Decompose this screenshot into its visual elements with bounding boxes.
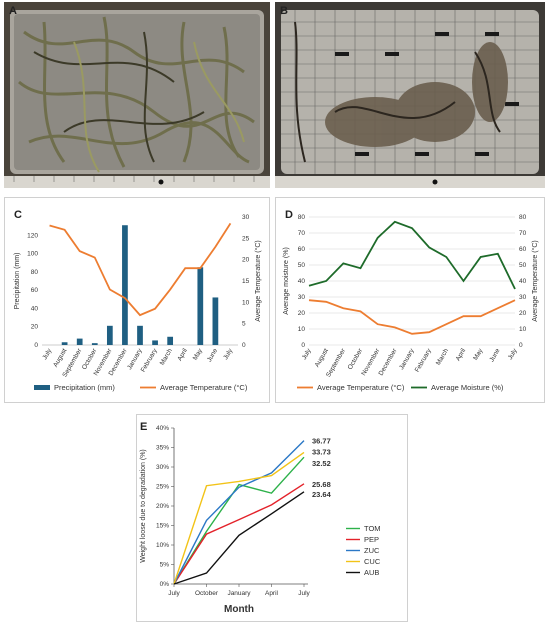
x-tick-label: October	[195, 590, 219, 597]
bar	[212, 297, 219, 345]
y-tick-label: 70	[298, 230, 306, 237]
bar	[137, 325, 143, 345]
chart-c: C 0 20 40 60 80 100 120 0 5 10 15 20 25 30 Precipitatio…	[4, 197, 270, 403]
y2-tick-label: 70	[519, 230, 527, 237]
y2-tick-label: 0	[519, 342, 523, 349]
y2-tick-label: 25	[242, 235, 250, 242]
y-tick-label: 15%	[156, 523, 169, 530]
y-tick-label: 35%	[156, 445, 169, 452]
y-tick-label: 60	[31, 287, 39, 294]
bar	[167, 336, 174, 345]
photo-panel-b: B	[275, 2, 545, 188]
y-tick-label: 20	[298, 310, 306, 317]
end-value-label: 25.68	[312, 480, 331, 489]
legend-label-temperature: Average Temperature (°C)	[160, 383, 248, 392]
y-tick-label: 40%	[156, 425, 169, 432]
bar	[197, 267, 204, 345]
y-axis-label: Average moisture (%)	[283, 247, 290, 315]
y-axis-label: Precipitation (mm)	[14, 253, 21, 310]
photo-panel-a: A	[4, 2, 270, 188]
y-tick-label: 10	[298, 326, 306, 333]
y-tick-label: 30%	[156, 464, 169, 471]
legend-swatch-precipitation	[34, 385, 50, 390]
photo-b-illustration: B	[275, 2, 545, 188]
x-tick-label: July	[168, 590, 180, 597]
y-tick-label: 80	[298, 214, 306, 221]
y2-tick-label: 5	[242, 321, 246, 328]
series-line-zuc	[173, 440, 305, 585]
legend-label-aub: AUB	[364, 568, 379, 577]
y-tick-label: 20	[31, 324, 39, 331]
y2-tick-label: 30	[519, 294, 527, 301]
x-tick-label: April	[265, 590, 279, 597]
bar	[91, 343, 98, 345]
bar	[76, 338, 83, 345]
series-line-average-temperature	[49, 222, 232, 317]
end-value-label: 36.77	[312, 437, 331, 446]
x-tick-label: January	[227, 590, 251, 597]
y2-axis-label: Average Temperature (°C)	[531, 240, 539, 322]
y-tick-label: 80	[31, 269, 39, 276]
y-tick-label: 25%	[156, 484, 169, 491]
y-tick-label: 120	[27, 232, 38, 239]
chart-e: E 0% 5% 10% 15% 20% 25% 30% 35% 40% July October Jan…	[136, 414, 408, 622]
y-tick-label: 20%	[156, 503, 169, 510]
legend-label-precipitation: Precipitation (mm)	[54, 383, 115, 392]
bar	[106, 325, 113, 345]
end-value-label: 33.73	[312, 447, 331, 456]
y-tick-label: 30	[298, 294, 306, 301]
bar	[152, 340, 158, 345]
series-line-cuc	[173, 451, 305, 585]
y-axis-label: Weight loose due to degradation (%)	[140, 449, 147, 563]
y2-tick-label: 80	[519, 214, 527, 221]
series-line-pep	[173, 483, 305, 585]
series-line-average-moisture	[308, 220, 516, 290]
y-tick-label: 10%	[156, 542, 169, 549]
panel-letter-d: D	[285, 209, 293, 221]
y2-tick-label: 50	[519, 262, 527, 269]
y-tick-label: 0	[34, 342, 38, 349]
chart-d: D 0 10 20 30 40 50 60 70 80 0 10 20 30 40 50 60 70 80 Avera…	[275, 197, 545, 403]
y2-tick-label: 20	[242, 257, 250, 264]
y2-tick-label: 30	[242, 214, 250, 221]
end-value-label: 32.52	[312, 459, 331, 468]
bar	[122, 225, 128, 345]
series-line-aub	[173, 491, 305, 585]
panel-letter-e: E	[140, 421, 147, 433]
series-line-tom	[173, 456, 305, 585]
y-tick-label: 40	[298, 278, 306, 285]
panel-letter-b: B	[280, 5, 288, 17]
legend-label-pep: PEP	[364, 535, 379, 544]
x-tick-label: July	[298, 590, 310, 597]
y2-tick-label: 15	[242, 278, 250, 285]
photo-a-illustration: A	[4, 2, 270, 188]
y-tick-label: 50	[298, 262, 306, 269]
x-axis-label: Month	[224, 604, 254, 615]
y2-tick-label: 60	[519, 246, 527, 253]
end-value-label: 23.64	[312, 490, 332, 499]
y-tick-label: 60	[298, 246, 306, 253]
y-tick-label: 40	[31, 305, 39, 312]
y-tick-label: 5%	[160, 562, 170, 569]
y2-tick-label: 10	[519, 326, 527, 333]
legend-label-moisture: Average Moisture (%)	[431, 383, 504, 392]
legend-label-temperature: Average Temperature (°C)	[317, 383, 405, 392]
panel-letter-c: C	[14, 209, 22, 221]
bar	[61, 342, 68, 345]
y2-tick-label: 40	[519, 278, 527, 285]
y-tick-label: 0%	[160, 581, 170, 588]
y2-axis-label: Average Temperature (°C)	[254, 240, 262, 322]
legend-label-tom: TOM	[364, 524, 381, 533]
series-line-average-temperature-c	[308, 299, 516, 335]
panel-letter-a: A	[9, 5, 17, 17]
legend-label-zuc: ZUC	[364, 546, 380, 555]
y2-tick-label: 0	[242, 342, 246, 349]
y2-tick-label: 20	[519, 310, 527, 317]
y-tick-label: 100	[27, 251, 38, 258]
legend-label-cuc: CUC	[364, 557, 381, 566]
y2-tick-label: 10	[242, 299, 250, 306]
y-tick-label: 0	[301, 342, 305, 349]
